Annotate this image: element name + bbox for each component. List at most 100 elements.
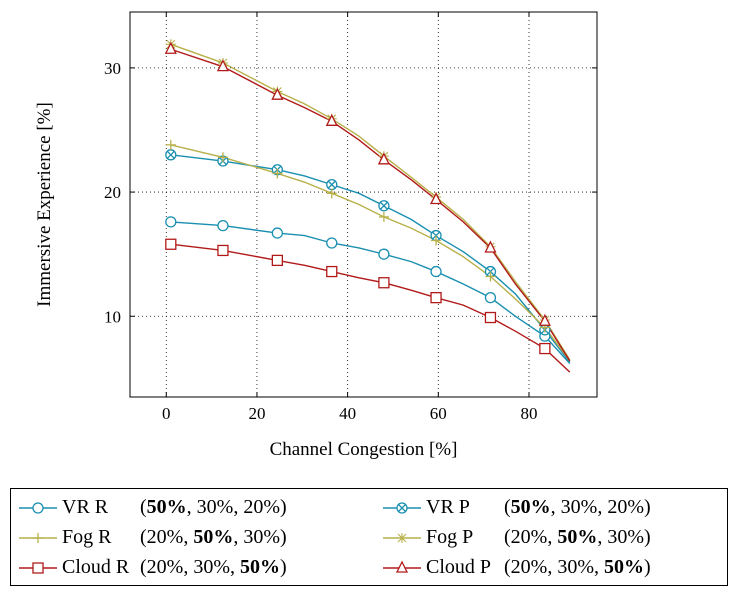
- data-point-cloud-r: [378, 277, 390, 289]
- legend-entry-fog-r: Fog R (20%, 50%, 30%): [17, 523, 287, 552]
- legend-swatch-cloud-r: [19, 561, 57, 574]
- legend-row: Fog R (20%, 50%, 30%) Fog P (20%, 50%, 30%…: [11, 523, 727, 552]
- legend-share: (50%, 30%, 20%): [504, 496, 651, 518]
- data-point-cloud-p: [164, 41, 177, 54]
- legend-swatch-fog-r: [19, 532, 57, 543]
- data-point-cloud-p: [429, 192, 443, 205]
- data-point-cloud-p: [325, 113, 338, 126]
- data-point-vr-r: [217, 219, 229, 232]
- x-axis-label: Channel Congestion [%]: [270, 439, 458, 460]
- data-point-fog-r: [217, 152, 228, 163]
- legend-series-name: Fog P: [426, 526, 474, 548]
- legend-marker-fog-r: [33, 532, 43, 543]
- data-point-cloud-p: [377, 152, 390, 165]
- y-axis-label: Immersive Experience [%]: [34, 102, 55, 307]
- legend-share-value: 50%: [557, 526, 598, 548]
- series-line-fog-r: [170, 144, 571, 362]
- legend-share-value: 20%: [607, 496, 645, 518]
- legend-label: Fog R (20%, 50%, 30%): [62, 526, 287, 549]
- legend-series-name: Cloud P: [426, 556, 492, 578]
- plot-frame: [129, 11, 598, 398]
- legend-swatch-cloud-p: [383, 560, 421, 573]
- legend-marker-vr-p: [396, 501, 408, 514]
- legend-label: Fog P (20%, 50%, 30%): [426, 526, 651, 549]
- series-line-cloud-p: [170, 48, 571, 362]
- data-point-fog-r: [165, 139, 176, 150]
- y-tick-label: 20: [104, 183, 121, 202]
- legend-series-name: VR P: [426, 496, 470, 518]
- legend-share-value: 20%: [510, 556, 548, 578]
- data-point-fog-r: [431, 235, 442, 246]
- legend-swatch-fog-p: [383, 532, 421, 543]
- data-point-vr-p: [378, 200, 390, 212]
- series-markers: [164, 39, 551, 355]
- chart: 0 20 40 60 80 10 20 30 Channel Congestion [%] I…: [34, 11, 598, 460]
- data-point-cloud-r: [165, 238, 177, 250]
- data-point-vr-r: [378, 248, 390, 260]
- x-tick-label: 20: [248, 404, 265, 423]
- series-lines: [170, 43, 571, 373]
- data-point-cloud-r: [484, 311, 497, 324]
- x-tick-label: 0: [162, 404, 171, 423]
- legend-series-name: Cloud R: [62, 556, 130, 578]
- axis-ticks: 0 20 40 60 80 10 20 30: [104, 12, 597, 423]
- data-point-cloud-r: [539, 342, 551, 355]
- legend-share-value: 30%: [560, 496, 598, 518]
- data-point-cloud-p: [538, 313, 551, 326]
- legend-share-value: 20%: [243, 496, 281, 518]
- data-point-cloud-p: [216, 59, 229, 72]
- legend-row: Cloud R (20%, 30%, 50%) Cloud P (20%, 30%,…: [11, 553, 727, 582]
- legend-entry-fog-p: Fog P (20%, 50%, 30%): [381, 523, 651, 552]
- data-point-vr-r: [430, 265, 442, 278]
- data-point-cloud-r: [326, 265, 338, 278]
- legend-label: VR P (50%, 30%, 20%): [426, 496, 651, 519]
- series-line-vr-r: [170, 221, 571, 364]
- legend-entry-cloud-r: Cloud R (20%, 30%, 50%): [17, 553, 287, 582]
- legend-share: (50%, 30%, 20%): [140, 496, 287, 518]
- legend-share-value: 30%: [557, 556, 595, 578]
- data-point-vr-r: [165, 216, 177, 228]
- data-point-fog-r: [326, 188, 337, 199]
- legend-swatch-vr-r: [19, 501, 57, 514]
- data-point-cloud-p: [271, 87, 284, 100]
- legend-share: (20%, 30%, 50%): [140, 556, 287, 578]
- legend-share-value: 50%: [604, 556, 645, 578]
- data-point-vr-r: [326, 237, 338, 249]
- series-line-cloud-r: [170, 243, 571, 373]
- legend-swatch-vr-p: [383, 501, 421, 514]
- legend-entry-cloud-p: Cloud P (20%, 30%, 50%): [381, 553, 651, 582]
- legend-share-value: 20%: [146, 556, 184, 578]
- legend-series-name: VR R: [62, 496, 109, 518]
- legend-marker-cloud-p: [395, 560, 409, 573]
- data-point-cloud-r: [271, 254, 284, 267]
- legend-series-name: Fog R: [62, 526, 112, 548]
- legend-share: (20%, 50%, 30%): [504, 526, 651, 548]
- legend-share-value: 20%: [510, 526, 548, 548]
- y-tick-label: 10: [104, 307, 121, 326]
- legend-share: (20%, 30%, 50%): [504, 556, 651, 578]
- x-tick-label: 80: [520, 404, 537, 423]
- legend: VR R (50%, 30%, 20%) VR P (50%, 30%, 20%) …: [10, 488, 728, 586]
- legend-marker-vr-r: [32, 501, 44, 514]
- legend-share-value: 20%: [146, 526, 184, 548]
- x-tick-label: 40: [339, 404, 356, 423]
- legend-row: VR R (50%, 30%, 20%) VR P (50%, 30%, 20%): [11, 493, 727, 522]
- legend-entry-vr-p: VR P (50%, 30%, 20%): [381, 493, 651, 522]
- data-point-vr-p: [165, 149, 177, 161]
- x-tick-label: 60: [430, 404, 447, 423]
- legend-share-value: 30%: [196, 496, 234, 518]
- legend-share-value: 50%: [193, 526, 234, 548]
- legend-share-value: 50%: [146, 496, 187, 518]
- data-point-fog-r: [378, 211, 389, 222]
- data-point-fog-r: [485, 271, 496, 282]
- data-point-cloud-p: [484, 240, 497, 253]
- series-line-fog-p: [170, 43, 571, 361]
- legend-share-value: 50%: [240, 556, 281, 578]
- legend-share-value: 50%: [510, 496, 551, 518]
- legend-label: Cloud R (20%, 30%, 50%): [62, 556, 287, 579]
- grid-lines: [130, 12, 597, 397]
- legend-label: Cloud P (20%, 30%, 50%): [426, 556, 651, 579]
- data-point-vr-r: [484, 291, 497, 304]
- legend-share-value: 30%: [607, 526, 645, 548]
- legend-marker-fog-p: [397, 532, 407, 543]
